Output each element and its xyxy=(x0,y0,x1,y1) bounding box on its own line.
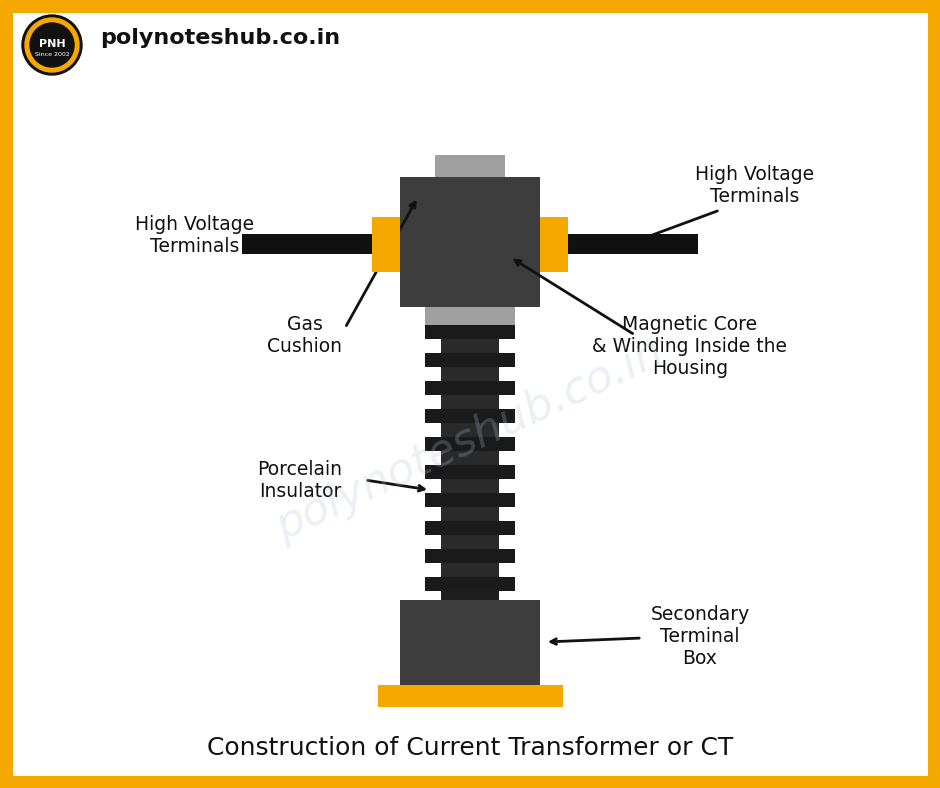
Text: Construction of Current Transformer or CT: Construction of Current Transformer or C… xyxy=(207,736,733,760)
Bar xyxy=(378,685,563,707)
Text: Porcelain
Insulator: Porcelain Insulator xyxy=(258,460,342,501)
Text: polynoteshub.co.in: polynoteshub.co.in xyxy=(269,331,671,549)
Bar xyxy=(441,339,499,353)
Bar xyxy=(425,465,515,479)
Bar xyxy=(425,437,515,451)
Text: PNH: PNH xyxy=(39,39,65,49)
Bar xyxy=(441,395,499,409)
Bar xyxy=(425,493,515,507)
Bar xyxy=(425,577,515,591)
Text: High Voltage
Terminals: High Voltage Terminals xyxy=(135,215,255,256)
Bar xyxy=(242,234,372,254)
Bar xyxy=(425,325,515,339)
Bar xyxy=(540,217,568,272)
Bar xyxy=(425,353,515,367)
Bar xyxy=(441,423,499,437)
Bar xyxy=(441,325,499,600)
Bar xyxy=(441,367,499,381)
Text: Magnetic Core
& Winding Inside the
Housing: Magnetic Core & Winding Inside the Housi… xyxy=(592,315,788,378)
Bar xyxy=(425,381,515,395)
Circle shape xyxy=(22,15,82,75)
Bar xyxy=(372,217,400,272)
Bar xyxy=(568,234,698,254)
Text: Gas
Cushion: Gas Cushion xyxy=(268,315,342,356)
Text: Secondary
Terminal
Box: Secondary Terminal Box xyxy=(650,605,749,668)
Bar xyxy=(441,451,499,465)
Bar xyxy=(441,563,499,577)
Circle shape xyxy=(25,18,79,72)
Bar xyxy=(425,521,515,535)
Bar xyxy=(425,409,515,423)
Circle shape xyxy=(30,23,74,67)
Text: polynoteshub.co.in: polynoteshub.co.in xyxy=(100,28,340,48)
Text: High Voltage
Terminals: High Voltage Terminals xyxy=(696,165,815,206)
Bar xyxy=(435,155,505,177)
Bar xyxy=(441,535,499,549)
Bar xyxy=(400,600,540,685)
Bar xyxy=(400,177,540,307)
Bar xyxy=(441,507,499,521)
Bar xyxy=(441,479,499,493)
Bar xyxy=(425,307,515,325)
Bar xyxy=(425,549,515,563)
Text: Since 2002: Since 2002 xyxy=(35,51,70,57)
